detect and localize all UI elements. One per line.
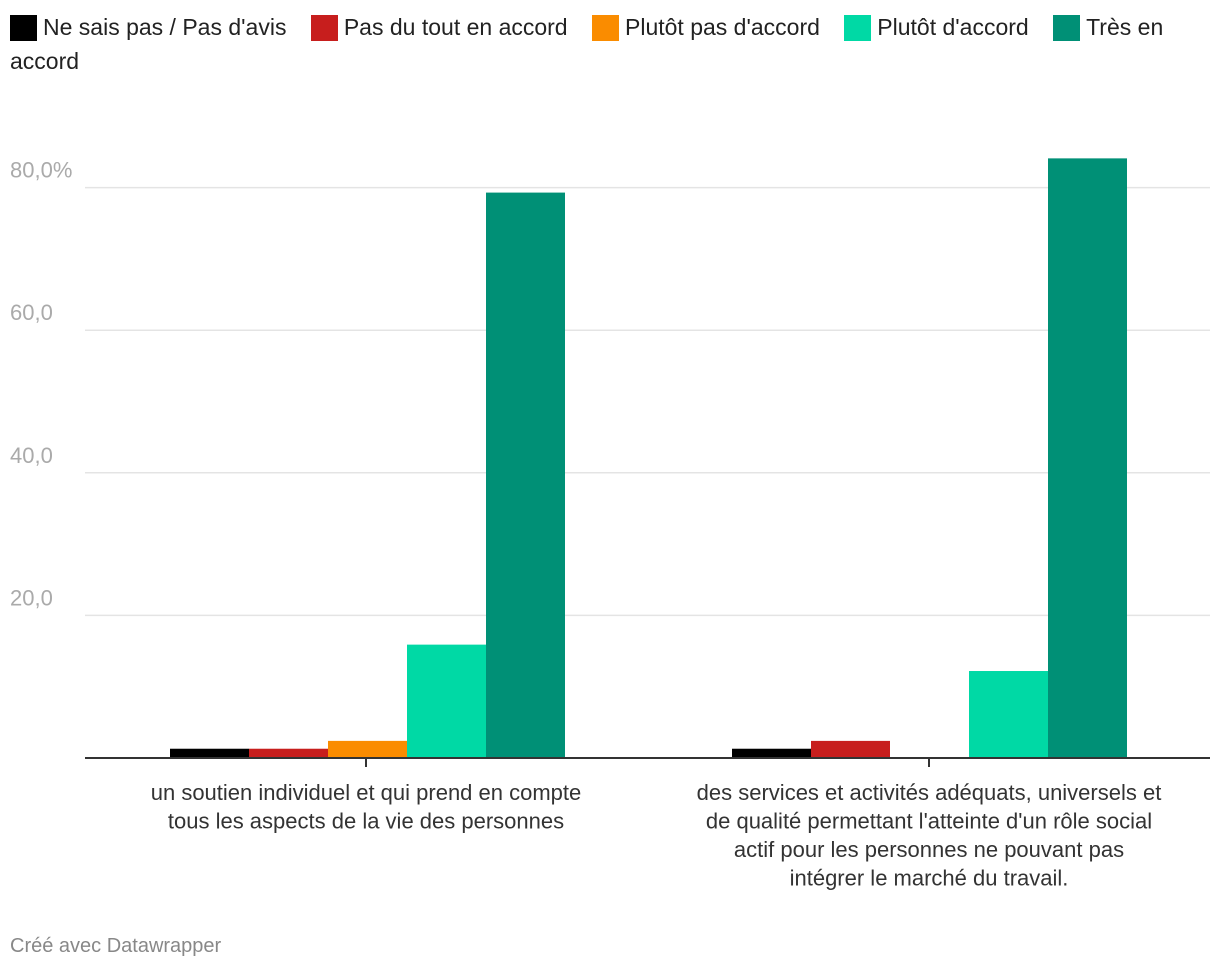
bar bbox=[328, 740, 407, 758]
bar bbox=[811, 740, 890, 758]
legend-label: Très en accord bbox=[10, 14, 1164, 74]
bar bbox=[170, 748, 249, 758]
footer-credit: Créé avec Datawrapper bbox=[10, 935, 222, 957]
y-tick-label: 20,0 bbox=[10, 585, 53, 610]
legend-swatch bbox=[592, 15, 619, 41]
bar bbox=[486, 192, 565, 758]
legend-label: Pas du tout en accord bbox=[343, 14, 568, 40]
x-category-label: un soutien individuel et qui prend en co… bbox=[151, 780, 582, 834]
legend-label: Plutôt d'accord bbox=[877, 14, 1029, 40]
bar bbox=[1048, 158, 1127, 758]
legend-swatch bbox=[1053, 15, 1081, 41]
bar bbox=[249, 748, 328, 758]
legend-swatch bbox=[844, 15, 872, 41]
legend-item-plutot-pas: Plutôt pas d'accord bbox=[592, 14, 820, 41]
chart-legend: Ne sais pas / Pas d'avis Pas du tout en … bbox=[10, 10, 1210, 78]
x-category-label: des services et activités adéquats, univ… bbox=[697, 780, 1162, 891]
legend-item-tres-accord: Très en accord bbox=[10, 14, 1163, 74]
bar bbox=[732, 748, 811, 758]
x-category-label-line: de qualité permettant l'atteinte d'un rô… bbox=[706, 809, 1152, 834]
legend-label: Ne sais pas / Pas d'avis bbox=[43, 14, 287, 40]
legend-item-pas-du-tout: Pas du tout en accord bbox=[310, 14, 568, 41]
legend-label: Plutôt pas d'accord bbox=[625, 14, 820, 40]
legend-swatch bbox=[310, 15, 338, 41]
x-category-label-line: actif pour les personnes ne pouvant pas bbox=[734, 837, 1124, 862]
bar-chart: 20,0 40,0 60,0 80,0% un soutien individuel e… bbox=[10, 158, 1210, 891]
legend-item-ne-sais-pas: Ne sais pas / Pas d'avis bbox=[10, 14, 287, 41]
legend-item-plutot-accord: Plutôt d'accord bbox=[844, 14, 1029, 41]
bar bbox=[407, 644, 486, 758]
y-tick-label: 60,0 bbox=[10, 300, 53, 325]
legend-swatch bbox=[10, 15, 37, 41]
y-tick-label: 80,0% bbox=[10, 158, 72, 183]
bar bbox=[969, 671, 1048, 758]
y-tick-label: 40,0 bbox=[10, 443, 53, 468]
x-category-label-line: tous les aspects de la vie des personnes bbox=[168, 809, 564, 834]
x-category-label-line: des services et activités adéquats, univ… bbox=[697, 780, 1162, 805]
x-category-label-line: intégrer le marché du travail. bbox=[790, 866, 1069, 891]
x-category-label-line: un soutien individuel et qui prend en co… bbox=[151, 780, 582, 805]
